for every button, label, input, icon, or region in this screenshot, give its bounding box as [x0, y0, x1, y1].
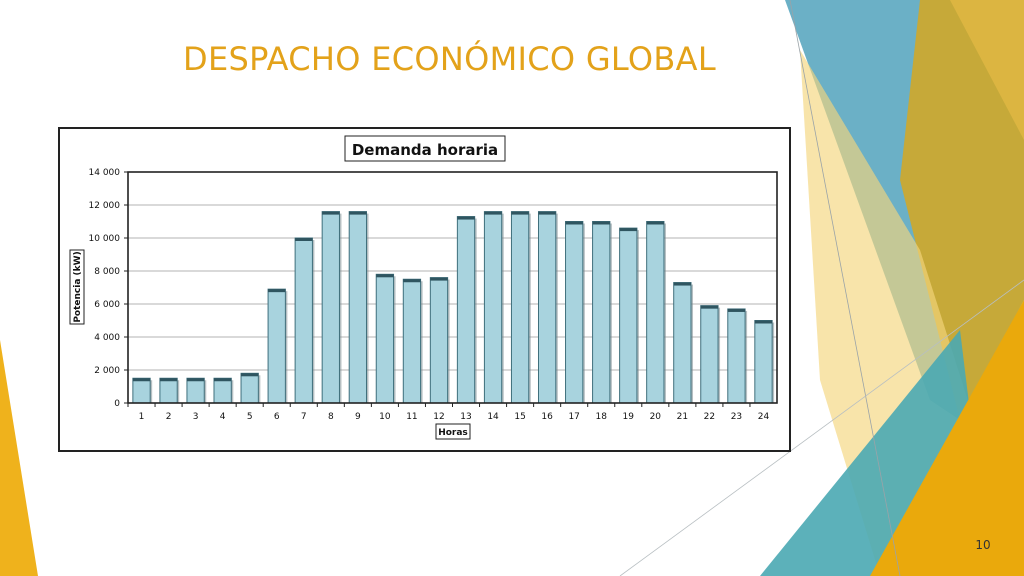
- bar: [483, 211, 503, 404]
- bar-top-edge: [268, 289, 286, 293]
- x-tick-label: 5: [247, 412, 253, 422]
- chart-title-box: [344, 135, 506, 162]
- bar-top-edge: [213, 378, 232, 382]
- bar-top-edge: [700, 305, 719, 309]
- x-tick-label: 24: [758, 412, 770, 422]
- y-tick-label: 6 000: [94, 300, 120, 310]
- x-tick-label: 23: [731, 412, 742, 422]
- bar: [348, 211, 368, 404]
- x-tick-label: 6: [274, 412, 280, 422]
- bar-top-edge: [511, 211, 529, 215]
- x-tick-label: 11: [406, 412, 417, 422]
- page-number: 10: [975, 538, 991, 552]
- x-tick-label: 7: [301, 412, 307, 422]
- bar: [186, 377, 205, 404]
- bar: [592, 221, 611, 404]
- bar: [700, 305, 719, 404]
- bar: [267, 288, 286, 404]
- bar-top-edge: [322, 211, 340, 215]
- chart-title: Demanda horaria: [352, 141, 498, 159]
- x-tick-label: 8: [328, 412, 334, 422]
- bar-top-edge: [619, 228, 637, 232]
- x-axis-label: Horas: [438, 428, 468, 438]
- x-tick-label: 3: [193, 412, 199, 422]
- bar-top-edge: [132, 378, 151, 382]
- bar-top-edge: [403, 279, 421, 283]
- bar: [537, 211, 557, 404]
- x-tick-label: 1: [139, 412, 145, 422]
- y-tick-label: 0: [114, 399, 120, 409]
- bar-top-edge: [727, 308, 746, 312]
- x-tick-label: 15: [514, 412, 525, 422]
- x-tick-label: 21: [677, 412, 688, 422]
- x-axis-label-box: [435, 423, 471, 440]
- thin-line-1: [789, 0, 901, 576]
- bar: [321, 211, 340, 404]
- y-axis-tick-labels: 0 2 000 4 000 6 000 8 000 10 000 12 000 14 000: [89, 168, 128, 409]
- bar-top-edge: [295, 238, 313, 241]
- y-axis-label: Potencia (kW): [73, 251, 83, 322]
- bar: [375, 273, 395, 404]
- bar: [429, 277, 449, 404]
- bar-top-edge: [754, 320, 773, 324]
- bar-top-edge: [186, 378, 205, 382]
- y-tick-label: 2 000: [94, 366, 120, 376]
- x-tick-label: 14: [487, 412, 499, 422]
- x-tick-label: 9: [355, 412, 361, 422]
- bar: [565, 221, 584, 404]
- bar-top-edge: [241, 373, 259, 377]
- bar-top-edge: [430, 277, 448, 281]
- bar-top-edge: [565, 221, 583, 225]
- y-axis-label-box: [69, 249, 85, 325]
- bar-top-edge: [538, 211, 556, 215]
- x-tick-label: 13: [460, 412, 471, 422]
- bar: [673, 282, 692, 404]
- bar: [619, 227, 638, 404]
- bar: [213, 377, 232, 404]
- right-gold-bottom: [870, 300, 1024, 576]
- bar: [727, 308, 746, 404]
- x-tick-label: 10: [379, 412, 391, 422]
- thin-line-2: [619, 279, 1024, 576]
- bar-top-edge: [646, 221, 664, 225]
- y-tick-label: 10 000: [89, 234, 121, 244]
- bar: [754, 320, 773, 404]
- bar-top-edge: [484, 211, 502, 215]
- x-tick-label: 22: [704, 412, 715, 422]
- bar-top-edge: [159, 378, 178, 382]
- bar: [240, 372, 259, 404]
- left-gold-shape: [0, 340, 38, 576]
- y-tick-label: 8 000: [94, 267, 120, 277]
- bar: [159, 377, 178, 404]
- bar: [402, 278, 422, 404]
- x-tick-label: 16: [541, 412, 553, 422]
- x-axis-tick-labels: 1 2 3 4 5 6 7 8 9 10 11 12 13 14 15 16 17 18 19 20 21 22 23 24: [127, 403, 770, 422]
- bar-top-edge: [349, 211, 367, 215]
- y-tick-label: 4 000: [94, 333, 120, 343]
- bar-top-edge: [673, 282, 692, 286]
- gridlines: [128, 171, 777, 371]
- bar: [646, 221, 665, 404]
- bar: [132, 377, 151, 404]
- x-tick-label: 12: [433, 412, 444, 422]
- y-tick-label: 12 000: [89, 201, 121, 211]
- x-tick-label: 2: [166, 412, 172, 422]
- chart-frame: [58, 127, 791, 452]
- bar-top-edge: [592, 221, 610, 225]
- x-tick-label: 17: [568, 412, 579, 422]
- x-tick-label: 4: [220, 412, 226, 422]
- bar-top-edge: [376, 274, 394, 278]
- x-tick-label: 18: [596, 412, 608, 422]
- y-tick-label: 14 000: [89, 168, 121, 178]
- bar: [294, 237, 313, 404]
- right-gold-panel: [900, 0, 1024, 420]
- x-tick-label: 19: [623, 412, 635, 422]
- slide-title: DESPACHO ECONÓMICO GLOBAL: [183, 40, 716, 78]
- bar: [510, 211, 530, 404]
- bar-top-edge: [457, 216, 475, 220]
- bar: [456, 216, 476, 404]
- x-tick-label: 20: [650, 412, 662, 422]
